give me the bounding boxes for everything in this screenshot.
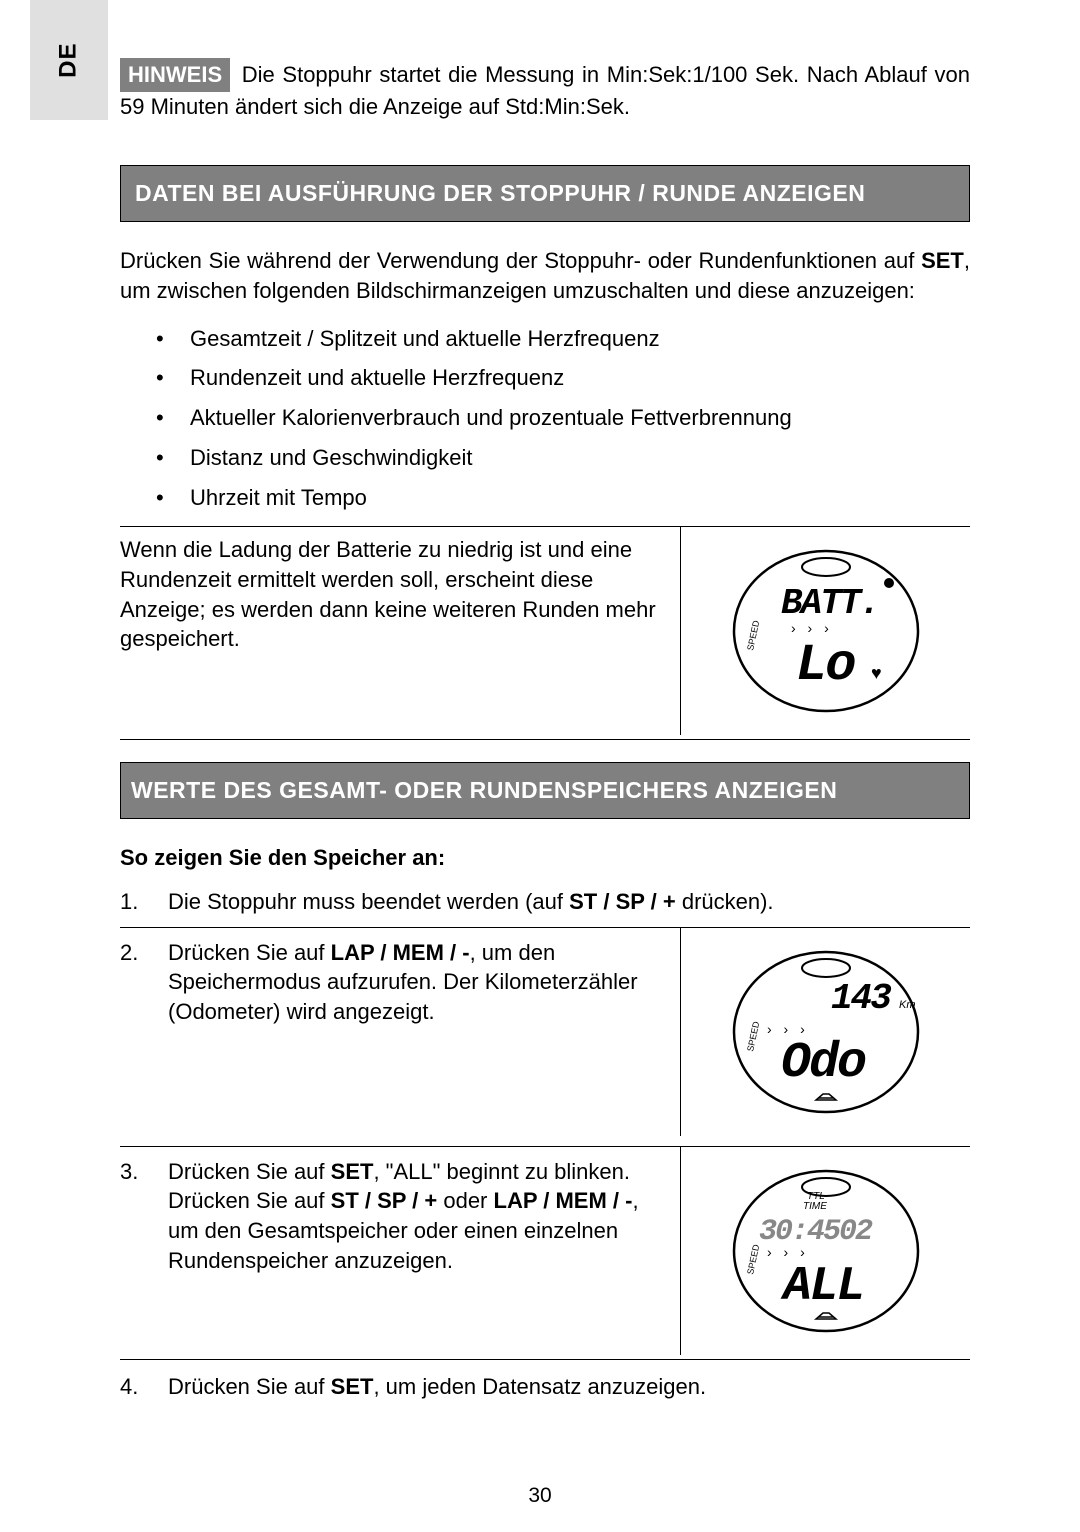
svg-text:› › ›: › › › [791, 620, 833, 636]
svg-text:SPEED: SPEED [745, 1020, 761, 1052]
language-label: DE [53, 42, 85, 77]
svg-text:♥: ♥ [871, 663, 882, 683]
hint-text: Die Stoppuhr startet die Messung in Min:… [120, 62, 970, 119]
section2-header: WERTE DES GESAMT- ODER RUNDENSPEICHERS A… [120, 762, 970, 819]
section1-bullets: Gesamtzeit / Splitzeit und aktuelle Herz… [156, 324, 970, 512]
section2-subheading: So zeigen Sie den Speicher an: [120, 843, 970, 873]
hint-badge: HINWEIS [120, 58, 230, 92]
text: Drücken Sie während der Verwendung der S… [120, 248, 921, 273]
step-number: 1. [120, 887, 138, 917]
section1-header: DATEN BEI AUSFÜHRUNG DER STOPPUHR / RUND… [120, 165, 970, 222]
step-number: 3. [120, 1157, 138, 1187]
watch-display-odo: 143 Km › › › SPEED Odo [680, 928, 970, 1136]
step-1: 1. Die Stoppuhr muss beendet werden (auf… [120, 887, 970, 917]
language-tab: DE [30, 0, 108, 120]
text-bold: LAP / MEM / - [494, 1188, 633, 1213]
svg-text:SPEED: SPEED [745, 619, 761, 651]
battery-text: Wenn die Ladung der Batterie zu niedrig … [120, 527, 680, 735]
watch-icon: 143 Km › › › SPEED Odo [721, 942, 931, 1122]
battery-row: Wenn die Ladung der Batterie zu niedrig … [120, 527, 970, 735]
svg-text:SPEED: SPEED [745, 1243, 761, 1275]
text-bold: ST / SP / + [569, 889, 676, 914]
svg-text:143: 143 [831, 978, 891, 1019]
text: Drücken Sie auf [168, 940, 331, 965]
text-bold: SET [331, 1159, 374, 1184]
bullet-item: Uhrzeit mit Tempo [156, 483, 970, 513]
step-number: 2. [120, 938, 138, 968]
watch-icon: TTL TIME 30:4502 › › › SPEED ALL [721, 1161, 931, 1341]
bullet-item: Rundenzeit und aktuelle Herzfrequenz [156, 363, 970, 393]
section1-intro: Drücken Sie während der Verwendung der S… [120, 246, 970, 305]
svg-text:Odo: Odo [781, 1035, 866, 1092]
divider [120, 1359, 970, 1360]
svg-text:ALL: ALL [780, 1260, 863, 1314]
step-3: 3. Drücken Sie auf SET, "ALL" beginnt zu… [120, 1146, 970, 1360]
svg-text:TIME: TIME [803, 1201, 827, 1212]
text: Die Stoppuhr muss beendet werden (auf [168, 889, 569, 914]
watch-display-batt: BATT. › › › SPEED Lo ♥ [680, 527, 970, 735]
step-number: 4. [120, 1372, 138, 1402]
bullet-item: Aktueller Kalorienverbrauch und prozentu… [156, 403, 970, 433]
section2-steps: 1. Die Stoppuhr muss beendet werden (auf… [120, 887, 970, 1401]
text: , um jeden Datensatz anzuzeigen. [373, 1374, 706, 1399]
bullet-item: Gesamtzeit / Splitzeit und aktuelle Herz… [156, 324, 970, 354]
text-bold: ST / SP / + [331, 1188, 438, 1213]
step-4: 4. Drücken Sie auf SET, um jeden Datensa… [120, 1372, 970, 1402]
text: oder [437, 1188, 493, 1213]
text-bold: LAP / MEM / - [331, 940, 470, 965]
svg-text:Km: Km [899, 999, 916, 1011]
bullet-item: Distanz und Geschwindigkeit [156, 443, 970, 473]
svg-text:Lo: Lo [796, 636, 855, 695]
watch-icon: BATT. › › › SPEED Lo ♥ [721, 541, 931, 721]
hint-paragraph: HINWEIS Die Stoppuhr startet die Messung… [120, 58, 970, 121]
text: Drücken Sie auf [168, 1159, 331, 1184]
text-bold: SET [331, 1374, 374, 1399]
svg-text:BATT.: BATT. [781, 583, 879, 624]
step-2: 2. Drücken Sie auf LAP / MEM / -, um den… [120, 927, 970, 1136]
text: Drücken Sie auf [168, 1374, 331, 1399]
svg-text:› › ›: › › › [767, 1244, 809, 1260]
page-content: HINWEIS Die Stoppuhr startet die Messung… [120, 58, 970, 1401]
watch-display-all: TTL TIME 30:4502 › › › SPEED ALL [680, 1147, 970, 1355]
page-number: 30 [0, 1482, 1080, 1510]
text: drücken). [676, 889, 774, 914]
text-bold: SET [921, 248, 964, 273]
